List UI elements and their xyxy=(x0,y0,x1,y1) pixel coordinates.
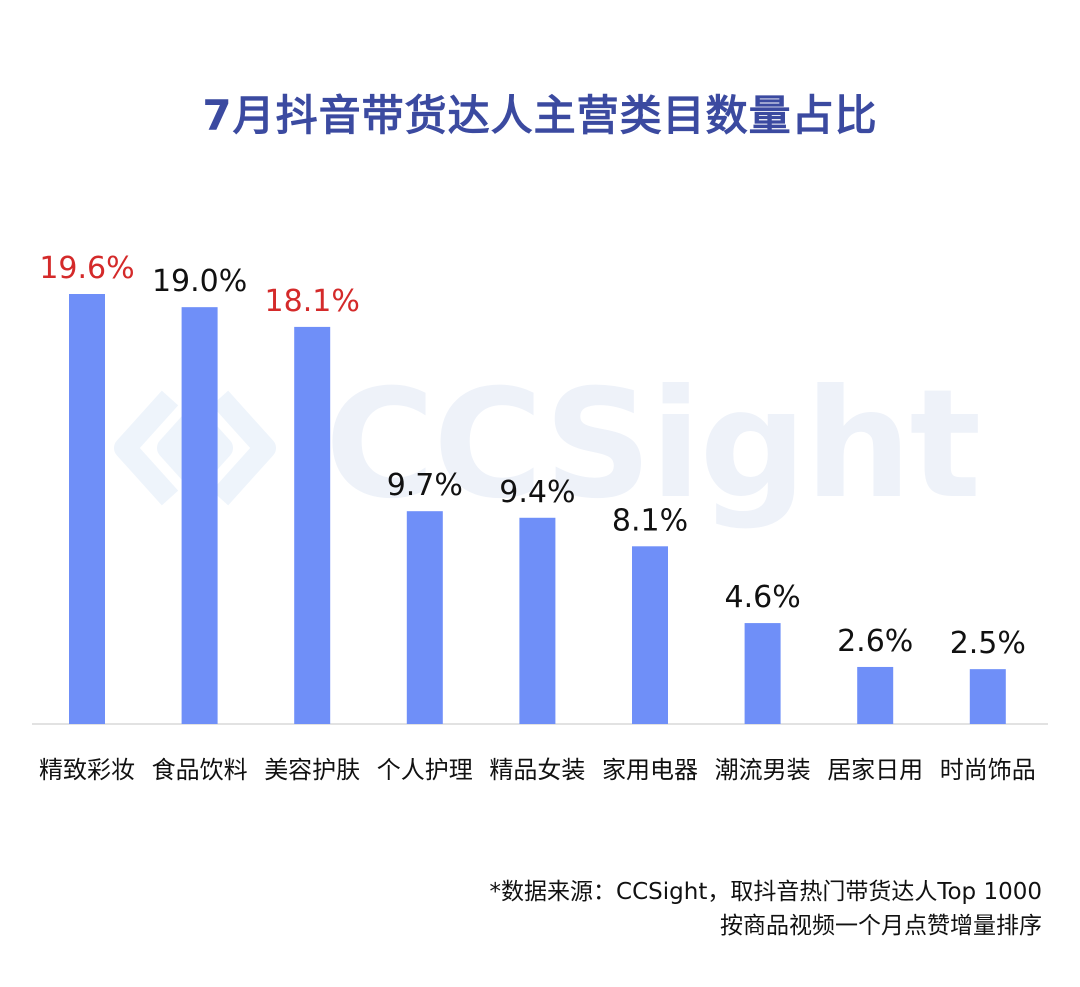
bar-2 xyxy=(181,307,218,724)
category-label-4: 个人护理 xyxy=(377,756,473,784)
category-label-9: 时尚饰品 xyxy=(940,756,1036,784)
bar-7 xyxy=(744,623,781,724)
value-label-8: 2.6% xyxy=(837,624,913,659)
value-label-9: 2.5% xyxy=(950,626,1026,661)
value-label-4: 9.7% xyxy=(387,468,463,503)
value-label-5: 9.4% xyxy=(499,475,575,510)
value-label-1: 19.6% xyxy=(39,251,134,286)
bar-1 xyxy=(69,294,105,724)
bar-3 xyxy=(294,326,331,724)
bar-6 xyxy=(632,546,668,724)
chart-title: 7月抖音带货达人主营类目数量占比 xyxy=(202,91,878,140)
category-label-3: 美容护肤 xyxy=(264,756,360,784)
footnote-source: *数据来源：CCSight，取抖音热门带货达人Top 1000 xyxy=(489,879,1042,905)
bar-8 xyxy=(857,666,894,724)
bar-9 xyxy=(969,669,1006,724)
category-label-1: 精致彩妆 xyxy=(39,756,135,784)
category-label-6: 家用电器 xyxy=(602,756,698,784)
value-label-3: 18.1% xyxy=(265,284,360,319)
category-label-5: 精品女装 xyxy=(489,756,585,784)
value-label-6: 8.1% xyxy=(612,503,688,538)
bar-4 xyxy=(406,511,443,724)
bar-chart: 19.6% 19.0%18.1%9.7% 9.4%8.1%4.6%2.6% 2.5% … xyxy=(32,251,1048,784)
category-label-2: 食品饮料 xyxy=(152,756,248,784)
category-label-7: 潮流男装 xyxy=(715,756,811,784)
value-label-7: 4.6% xyxy=(724,580,800,615)
category-label-8: 居家日用 xyxy=(827,756,923,784)
bar-5 xyxy=(519,517,556,724)
value-label-2: 19.0% xyxy=(152,264,247,299)
footnote-method: 按商品视频一个月点赞增量排序 xyxy=(720,913,1042,939)
